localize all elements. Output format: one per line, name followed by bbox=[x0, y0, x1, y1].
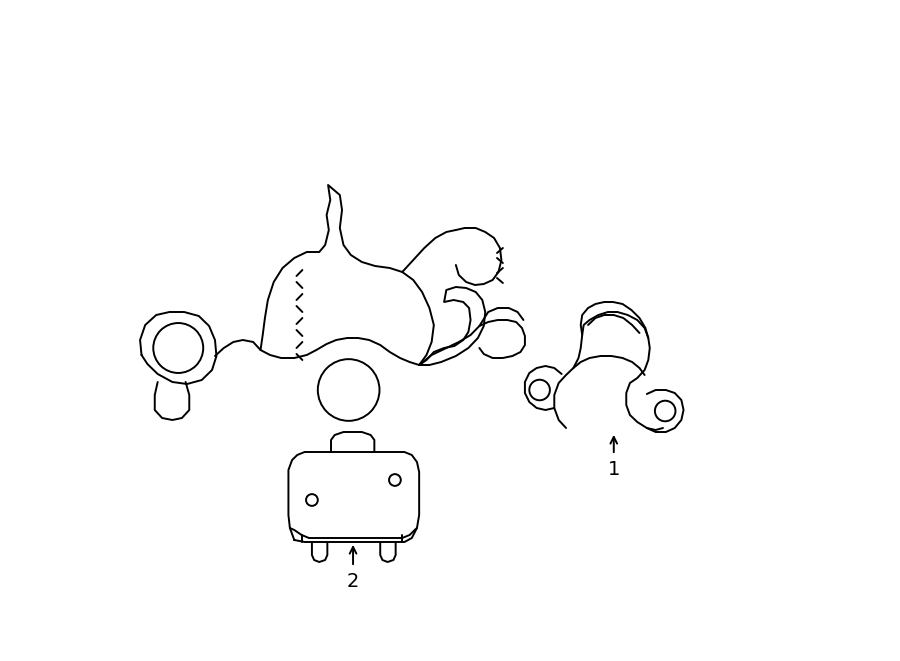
Text: 2: 2 bbox=[346, 572, 359, 591]
Text: 1: 1 bbox=[608, 460, 620, 479]
